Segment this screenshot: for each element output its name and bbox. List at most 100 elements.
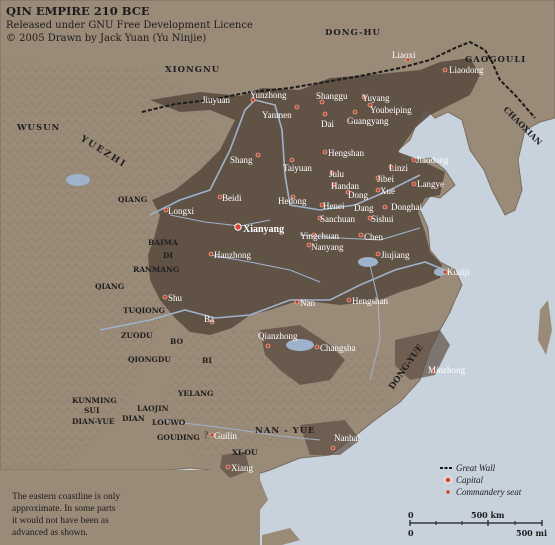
label-changsha: Changsha: [320, 343, 356, 353]
license-text: Released under GNU Free Development Lice…: [6, 20, 253, 31]
label-jiuyuan: Jiuyuan: [202, 95, 230, 105]
yangtze-river: [99, 261, 451, 331]
label-jiaodong: Jiaodong: [416, 155, 449, 165]
dot-handan: [331, 182, 337, 188]
label-jiujiang: Jiujiang: [381, 250, 410, 260]
pearl-river: [159, 419, 321, 441]
dot-guilin: [209, 432, 215, 438]
region-sui: SUI: [84, 406, 100, 415]
region-louwo: LOUWO: [152, 418, 186, 427]
capital-xianyang: [234, 223, 242, 231]
dot-liaodong: [442, 67, 448, 73]
region-qiang-north: QIANG: [118, 195, 147, 204]
region-qiongdu: QIONGDU: [128, 355, 171, 364]
dot-ba: [209, 319, 215, 325]
label-taiyuan: Taiyuan: [283, 163, 312, 173]
dot-julu: [329, 170, 335, 176]
region-nanyue: NAN - YUE: [255, 426, 316, 436]
dot-qianzhong: [265, 343, 271, 349]
qin-xiang-area: [220, 452, 250, 478]
qin-southeast-area: [395, 330, 450, 380]
dot-jiujiang: [375, 251, 381, 257]
dot-liaoxi: [405, 57, 411, 63]
label-hedong: Hedong: [278, 196, 307, 206]
region-dianyue: DIAN-YUE: [72, 417, 115, 426]
legend-great-wall: Great Wall: [456, 463, 496, 473]
dot-guangyang: [352, 109, 358, 115]
dot-nanhai: [330, 445, 336, 451]
scale-bar: 0 500 km 0 500 mi: [408, 510, 547, 538]
map-title: QIN EMPIRE 210 BCE: [6, 4, 150, 18]
taiwan: [538, 300, 552, 355]
dot-linzi: [388, 164, 394, 170]
region-zuodu: ZUODU: [121, 331, 153, 340]
dot-sishui: [367, 215, 373, 221]
region-laojin: LAOJIN: [137, 404, 169, 413]
yellow-river: [149, 99, 421, 216]
lake-west: [66, 174, 90, 186]
qin-south-area: [260, 325, 345, 385]
legend-capital-symbol: [444, 476, 452, 484]
label-langye: Langye: [417, 179, 444, 189]
label-liaodong: Liaodong: [449, 65, 484, 75]
hainan: [262, 528, 300, 545]
dot-yunzhong: [250, 97, 256, 103]
dot-henei: [319, 202, 325, 208]
dot-jiaodong: [411, 157, 417, 163]
label-nan: Nan: [300, 298, 315, 308]
note-line-2: approximate. In some parts: [12, 504, 116, 514]
region-bi: BI: [202, 356, 212, 365]
dot-taiyuan: [289, 157, 295, 163]
han-river: [209, 254, 321, 283]
label-yunzhong: Yunzhong: [250, 90, 287, 100]
label-hanzhong: Hanzhong: [214, 250, 251, 260]
credit-text: © 2005 Drawn by Jack Yuan (Yu Ninjie): [6, 33, 206, 44]
label-nanhai: Nanhai: [334, 433, 360, 443]
region-gaogouli: GAOGOULI: [465, 55, 526, 65]
label-yuyang: Yuyang: [362, 93, 390, 103]
dot-shang: [255, 152, 261, 158]
label-shu: Shu: [168, 293, 183, 303]
dot-xue: [375, 187, 381, 193]
region-baima: BAIMA: [148, 238, 178, 247]
dot-nanyang: [306, 242, 312, 248]
scale-mi-label: 500 mi: [516, 528, 547, 538]
region-gouding: GOUDING: [157, 433, 200, 442]
legend: Great Wall Capital Commandery seat: [440, 463, 522, 497]
dot-jibei: [375, 175, 381, 181]
dot-nan: [294, 299, 300, 305]
dot-hanzhong: [208, 251, 214, 257]
label-qianzhong: Qianzhong: [258, 331, 298, 341]
region-qiang-south: QIANG: [95, 282, 124, 291]
label-hengshan-n: Hengshan: [328, 148, 364, 158]
huai-river: [299, 227, 421, 241]
region-bo: BO: [170, 337, 183, 346]
label-xiang: Xiang: [231, 463, 253, 473]
dot-langye: [411, 181, 417, 187]
label-guangyang: Guangyang: [347, 116, 389, 126]
label-hengshan-s: Hengshan: [352, 296, 388, 306]
note-line-3: it would not have been as: [12, 516, 109, 526]
label-julu: Julu: [329, 169, 345, 179]
legend-seat: Commandery seat: [456, 487, 522, 497]
region-xiongnu: XIONGNU: [165, 65, 220, 75]
region-tuqiong: TUQIONG: [123, 306, 165, 315]
scale-km-zero: 0: [408, 510, 414, 520]
dot-shanggu: [319, 99, 325, 105]
label-donghai: Donghai: [391, 202, 422, 212]
dot-hedong: [290, 194, 296, 200]
legend-seat-symbol: [445, 489, 451, 495]
region-dian: DIAN: [122, 414, 145, 423]
label-handan: Handan: [331, 181, 359, 191]
label-yanmen: Yanmen: [262, 110, 292, 120]
label-unknown-mark: ?: [204, 430, 208, 440]
label-sishui: Sishui: [371, 214, 394, 224]
label-dai: Dai: [321, 119, 334, 129]
lake-poyang: [358, 257, 378, 267]
label-linzi: Linzi: [389, 163, 408, 173]
region-donghu: DONG-HU: [325, 28, 381, 38]
gan-river: [369, 264, 381, 381]
dot-sanchuan: [317, 215, 323, 221]
dot-beidi: [217, 194, 223, 200]
label-shang: Shang: [230, 155, 253, 165]
